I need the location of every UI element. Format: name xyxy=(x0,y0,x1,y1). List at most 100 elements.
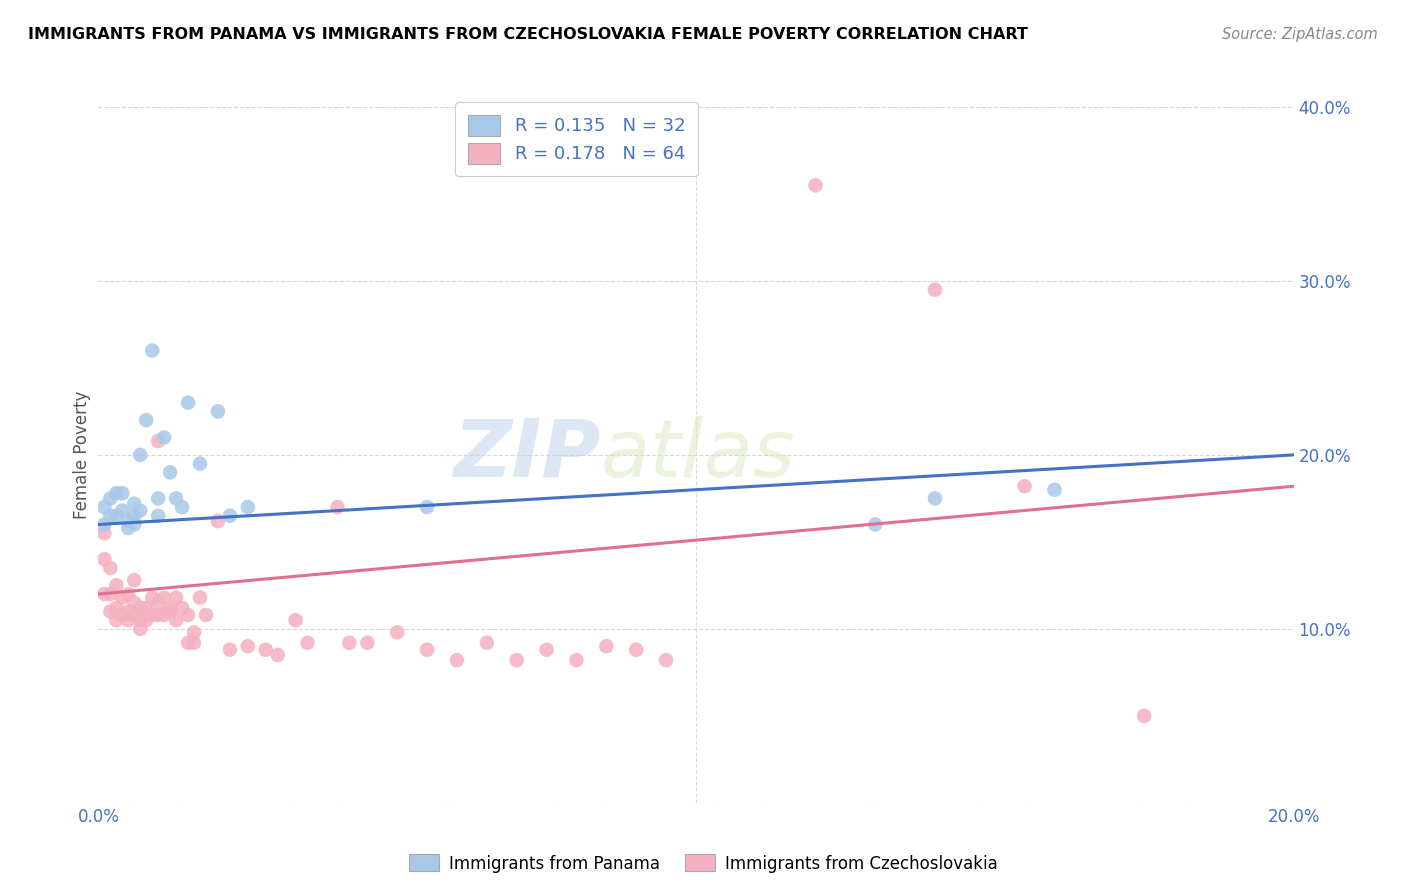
Text: IMMIGRANTS FROM PANAMA VS IMMIGRANTS FROM CZECHOSLOVAKIA FEMALE POVERTY CORRELAT: IMMIGRANTS FROM PANAMA VS IMMIGRANTS FRO… xyxy=(28,27,1028,42)
Point xyxy=(159,605,181,619)
Point xyxy=(385,625,409,640)
Point xyxy=(284,613,307,627)
Point xyxy=(565,653,588,667)
Point xyxy=(188,457,211,471)
Point xyxy=(100,605,122,619)
Point xyxy=(135,613,157,627)
Point xyxy=(148,508,170,523)
Point xyxy=(148,491,170,506)
Point xyxy=(236,639,259,653)
Point xyxy=(195,607,218,622)
Point xyxy=(111,503,134,517)
Point xyxy=(124,596,146,610)
Point xyxy=(207,404,229,418)
Point xyxy=(159,466,181,480)
Point xyxy=(117,605,139,619)
Point xyxy=(267,648,290,662)
Point xyxy=(148,607,170,622)
Point xyxy=(219,642,242,657)
Point xyxy=(595,639,617,653)
Point xyxy=(141,591,163,605)
Point xyxy=(117,521,139,535)
Text: ZIP: ZIP xyxy=(453,416,600,494)
Point xyxy=(117,587,139,601)
Point xyxy=(129,613,152,627)
Point xyxy=(183,636,205,650)
Point xyxy=(117,514,139,528)
Point xyxy=(177,607,200,622)
Point xyxy=(159,601,181,615)
Point xyxy=(153,591,176,605)
Point xyxy=(129,503,152,517)
Point xyxy=(105,601,128,615)
Point xyxy=(297,636,319,650)
Point xyxy=(100,508,122,523)
Point xyxy=(124,607,146,622)
Point xyxy=(207,514,229,528)
Point xyxy=(165,613,187,627)
Point xyxy=(93,552,115,566)
Point xyxy=(129,448,152,462)
Point xyxy=(506,653,529,667)
Point xyxy=(177,636,200,650)
Point xyxy=(177,396,200,410)
Point xyxy=(326,500,349,514)
Point xyxy=(105,486,128,500)
Point xyxy=(93,587,115,601)
Point xyxy=(93,500,115,514)
Point xyxy=(339,636,360,650)
Point xyxy=(111,591,134,605)
Point xyxy=(148,596,170,610)
Point xyxy=(129,601,152,615)
Point xyxy=(124,517,146,532)
Legend: R = 0.135   N = 32, R = 0.178   N = 64: R = 0.135 N = 32, R = 0.178 N = 64 xyxy=(456,103,697,177)
Point xyxy=(1133,708,1156,723)
Point xyxy=(236,500,259,514)
Point xyxy=(100,587,122,601)
Point xyxy=(254,642,277,657)
Y-axis label: Female Poverty: Female Poverty xyxy=(73,391,91,519)
Point xyxy=(100,491,122,506)
Point xyxy=(655,653,678,667)
Point xyxy=(172,601,194,615)
Point xyxy=(153,607,176,622)
Point xyxy=(135,601,157,615)
Point xyxy=(117,613,139,627)
Point xyxy=(93,517,115,532)
Point xyxy=(188,591,211,605)
Point xyxy=(124,508,146,523)
Point xyxy=(124,573,146,587)
Point xyxy=(165,491,187,506)
Point xyxy=(93,526,115,541)
Point xyxy=(172,500,194,514)
Point xyxy=(141,607,163,622)
Point xyxy=(105,613,128,627)
Point xyxy=(356,636,378,650)
Point xyxy=(124,497,146,511)
Point xyxy=(416,642,439,657)
Point xyxy=(536,642,558,657)
Point xyxy=(153,431,176,445)
Point xyxy=(148,434,170,448)
Point xyxy=(446,653,468,667)
Point xyxy=(111,607,134,622)
Text: Source: ZipAtlas.com: Source: ZipAtlas.com xyxy=(1222,27,1378,42)
Point xyxy=(865,517,887,532)
Point xyxy=(924,283,946,297)
Text: atlas: atlas xyxy=(600,416,796,494)
Point xyxy=(141,343,163,358)
Point xyxy=(135,413,157,427)
Point xyxy=(183,625,205,640)
Point xyxy=(219,508,242,523)
Legend: Immigrants from Panama, Immigrants from Czechoslovakia: Immigrants from Panama, Immigrants from … xyxy=(402,847,1004,880)
Point xyxy=(105,578,128,592)
Point xyxy=(626,642,648,657)
Point xyxy=(416,500,439,514)
Point xyxy=(804,178,827,193)
Point xyxy=(129,622,152,636)
Point xyxy=(1014,479,1036,493)
Point xyxy=(105,508,128,523)
Point xyxy=(100,561,122,575)
Point xyxy=(475,636,498,650)
Point xyxy=(1043,483,1066,497)
